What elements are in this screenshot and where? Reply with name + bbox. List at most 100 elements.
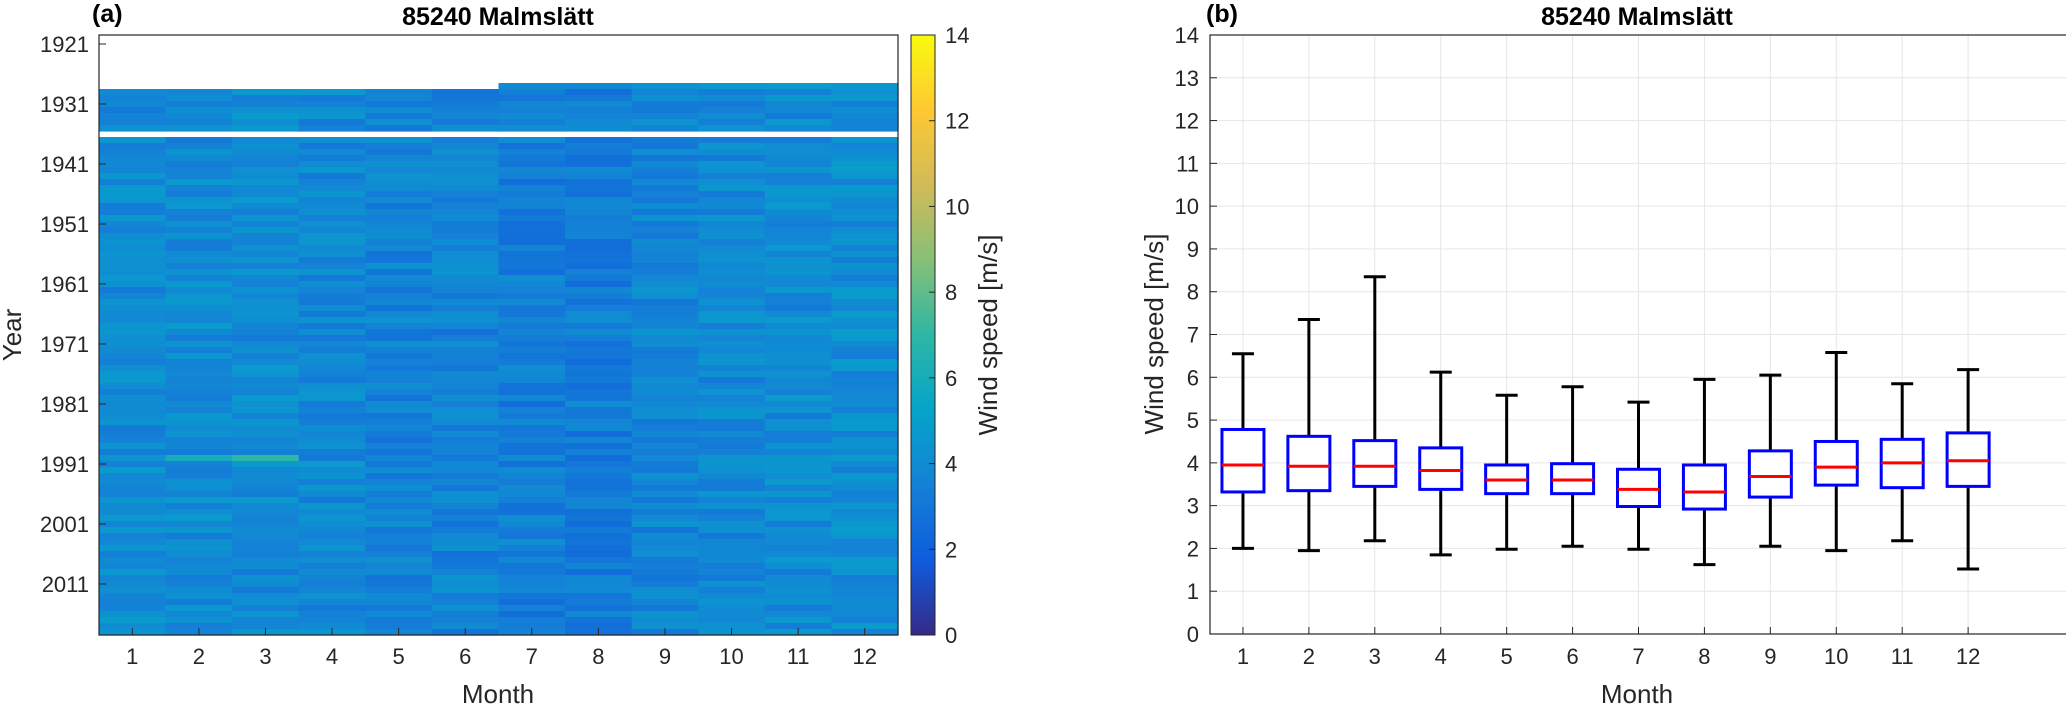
heatmap-cell [431, 149, 500, 156]
boxplot-panel: (b) 85240 Malmslätt 1 2 3 4 5 6 7 8 9 10 11 12 0123… [1139, 0, 2066, 705]
heatmap-cell [498, 515, 566, 522]
heatmap-cell [631, 125, 699, 132]
heatmap-cell [365, 293, 433, 300]
heatmap-cell [831, 215, 899, 222]
heatmap-cell [232, 407, 300, 414]
heatmap-cell [232, 335, 300, 342]
boxplot-x-tick-label: 8 [1698, 644, 1710, 669]
heatmap-cell [365, 431, 433, 438]
heatmap-cell [565, 203, 633, 210]
heatmap-cell [764, 95, 833, 102]
heatmap-cell [764, 467, 833, 474]
heatmap-cell [99, 161, 167, 168]
heatmap-cell [431, 125, 500, 132]
heatmap-cell [165, 623, 233, 630]
heatmap-cell [698, 347, 766, 354]
heatmap-cell [698, 497, 766, 504]
heatmap-cell [365, 425, 433, 432]
heatmap-cell [698, 449, 766, 456]
heatmap-cell [764, 209, 833, 216]
boxplot-x-tick-label: 9 [1764, 644, 1776, 669]
heatmap-cell [365, 101, 433, 108]
heatmap-cell [99, 119, 167, 126]
heatmap-cell [764, 221, 833, 228]
heatmap-cell [298, 275, 366, 282]
heatmap-cell [565, 101, 633, 108]
heatmap-cell [431, 251, 500, 258]
heatmap-cell [631, 467, 699, 474]
heatmap-cell [631, 203, 699, 210]
heatmap-cell [165, 419, 233, 426]
heatmap-cell [565, 611, 633, 618]
heatmap-cell [498, 563, 566, 570]
heatmap-cell [831, 329, 899, 336]
heatmap-cell [764, 323, 833, 330]
heatmap-cell [431, 407, 500, 414]
heatmap-cell [565, 491, 633, 498]
heatmap-cell [232, 479, 300, 486]
heatmap-cell [298, 407, 366, 414]
heatmap-x-tick-label: 3 [259, 644, 271, 669]
heatmap-cell [565, 311, 633, 318]
heatmap-cell [165, 185, 233, 192]
heatmap-cell [232, 191, 300, 198]
heatmap-cell [764, 533, 833, 540]
heatmap-cell [498, 365, 566, 372]
heatmap-cell [365, 461, 433, 468]
heatmap-cell [365, 257, 433, 264]
heatmap-cell [565, 569, 633, 576]
heatmap-cell [565, 191, 633, 198]
heatmap-cell [298, 191, 366, 198]
heatmap-cell [631, 497, 699, 504]
heatmap-cell [698, 533, 766, 540]
heatmap-cell [165, 263, 233, 270]
heatmap-cell [431, 329, 500, 336]
heatmap-cell [298, 431, 366, 438]
heatmap-cell [631, 143, 699, 150]
heatmap-cell [165, 209, 233, 216]
heatmap-cell [365, 551, 433, 558]
heatmap-cell [565, 479, 633, 486]
heatmap-cell [99, 443, 167, 450]
heatmap-cell [431, 299, 500, 306]
heatmap-cell [831, 455, 899, 462]
heatmap-cell [298, 485, 366, 492]
heatmap-x-tick-label: 12 [852, 644, 876, 669]
heatmap-cell [298, 551, 366, 558]
heatmap-cell [99, 329, 167, 336]
heatmap-cell [431, 119, 500, 126]
heatmap-cell [99, 407, 167, 414]
boxplot-y-tick-label: 3 [1187, 494, 1199, 519]
heatmap-cell [431, 173, 500, 180]
heatmap-cell [365, 437, 433, 444]
heatmap-cell [365, 533, 433, 540]
heatmap-cell [498, 533, 566, 540]
heatmap-cell [498, 191, 566, 198]
heatmap-cell [365, 161, 433, 168]
heatmap-cell [431, 521, 500, 528]
heatmap-cell [498, 353, 566, 360]
heatmap-cell [631, 101, 699, 108]
heatmap-cell [698, 221, 766, 228]
heatmap-cell [232, 563, 300, 570]
heatmap-cell [831, 617, 899, 624]
heatmap-y-tick-label: 1991 [40, 452, 89, 477]
heatmap-cell [565, 95, 633, 102]
heatmap-cell [764, 599, 833, 606]
heatmap-cell [365, 557, 433, 564]
heatmap-cell [764, 407, 833, 414]
heatmap-cell [365, 281, 433, 288]
heatmap-cell [365, 89, 433, 96]
heatmap-cell [698, 251, 766, 258]
heatmap-cell [365, 191, 433, 198]
heatmap-cell [831, 551, 899, 558]
heatmap-cell [831, 557, 899, 564]
heatmap-cell [165, 401, 233, 408]
heatmap-cell [698, 419, 766, 426]
heatmap-cell [498, 557, 566, 564]
heatmap-cell [764, 263, 833, 270]
heatmap-cell [365, 605, 433, 612]
heatmap-cell [298, 581, 366, 588]
heatmap-cell [365, 521, 433, 528]
heatmap-cell [565, 509, 633, 516]
